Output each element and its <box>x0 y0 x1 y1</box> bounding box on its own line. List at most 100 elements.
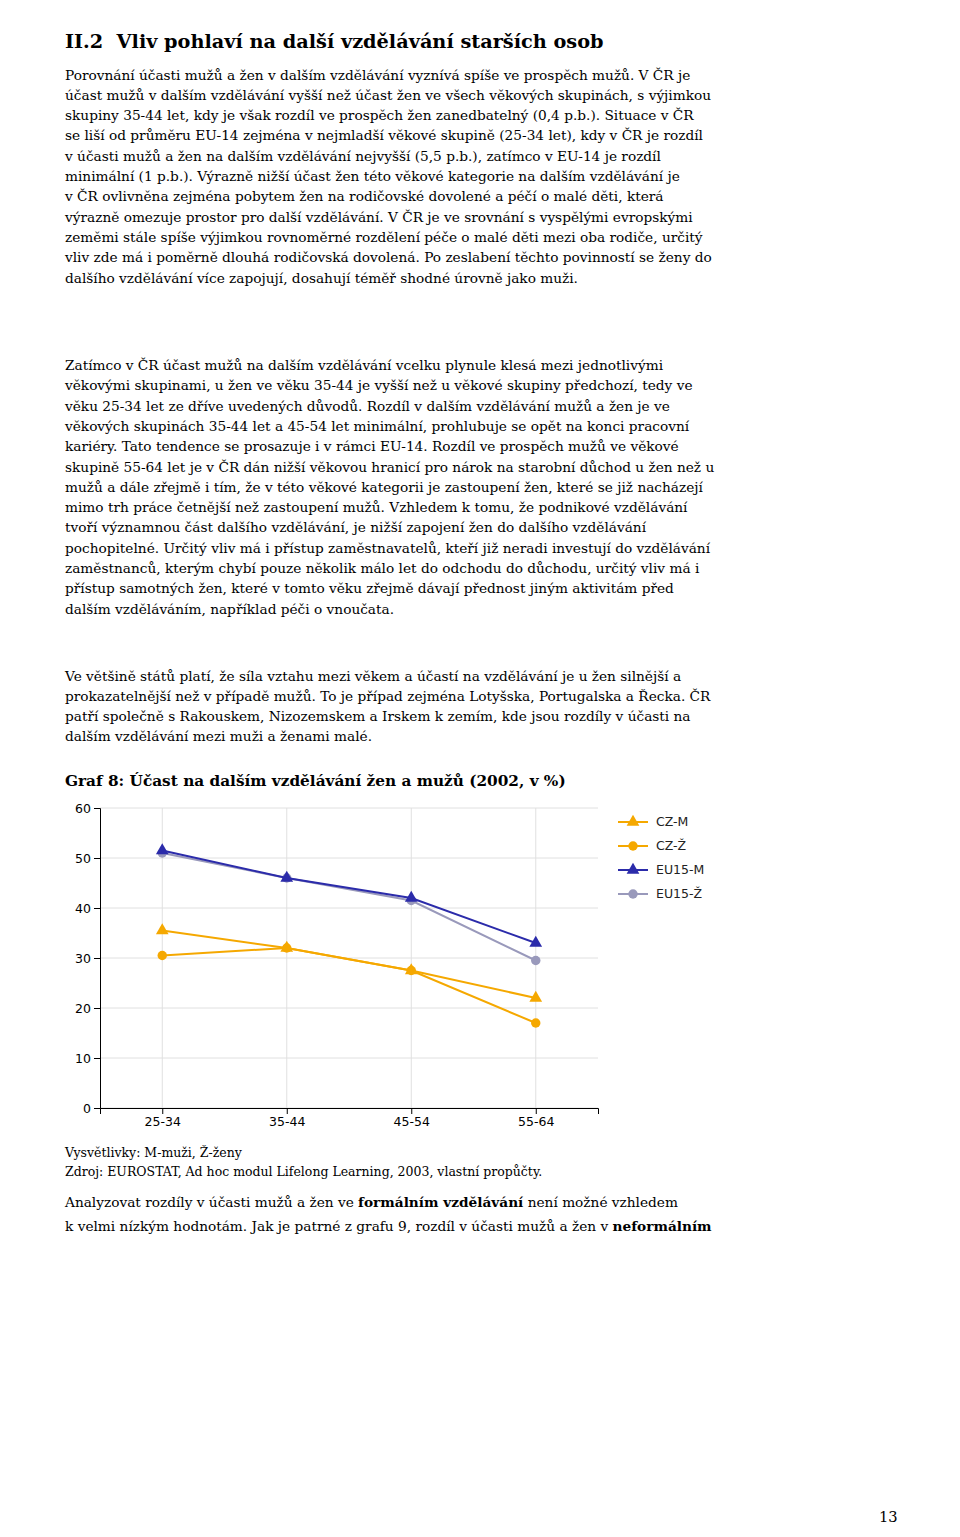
page-number: 13 <box>879 1508 898 1525</box>
legend-item: CZ-Ž <box>618 838 686 853</box>
y-axis: 0 10 20 30 40 50 60 <box>75 801 100 1116</box>
footnote: Zdroj: EUROSTAT, Ad hoc modul Lifelong L… <box>65 1164 542 1179</box>
x-tick: 25-34 <box>145 1108 181 1129</box>
paragraph-line: dalšího vzdělávání více zapojují, dosahu… <box>65 270 578 286</box>
series-line <box>162 851 536 944</box>
marker <box>158 951 167 960</box>
paragraph-line: minimální (1 p.b.). Výrazně nižší účast … <box>65 168 680 184</box>
y-tick-label: 40 <box>75 901 91 916</box>
series <box>158 848 541 965</box>
legend-label: EU15-Ž <box>656 886 702 901</box>
paragraph-line: věku 25-34 let ze dříve uvedených důvodů… <box>64 398 670 414</box>
x-tick: 45-54 <box>394 1108 430 1129</box>
series <box>156 923 542 1002</box>
marker <box>531 956 540 965</box>
paragraph-line: v ČR ovlivněna zejména pobytem žen na ro… <box>64 188 664 204</box>
grid-line <box>100 858 598 859</box>
paragraph-line: zaměstnanců, kterým chybí pouze několik … <box>65 560 700 576</box>
paragraph-line: zeměmi stále spíše výjimkou rovnoměrné r… <box>65 229 703 245</box>
y-tick: 20 <box>75 1001 100 1016</box>
text-run: k velmi nízkým hodnotám. Jak je patrné z… <box>65 1218 613 1234</box>
marker <box>405 891 418 902</box>
text-run: neformálním <box>613 1218 713 1234</box>
marks <box>156 843 542 1028</box>
paragraph-line: výrazně omezuje prostor pro další vzdělá… <box>64 209 693 225</box>
paragraph-line: patří společně s Rakouskem, Nizozemskem … <box>65 708 691 724</box>
paragraph-line: dalším vzděláváním, například péči o vno… <box>65 601 394 617</box>
legend-marker <box>627 863 640 874</box>
series-line <box>162 931 536 999</box>
paragraph-line: mužů a dále zřejmě i tím, že v této věko… <box>65 479 704 495</box>
marker <box>529 936 542 947</box>
legend-item: EU15-M <box>618 862 704 877</box>
marker <box>531 1018 540 1027</box>
legend-marker <box>627 815 640 826</box>
paragraph-line: účast mužů v dalším vzdělávání vyšší než… <box>65 87 711 103</box>
paragraph-line: skupiny 35-44 let, kdy je však rozdíl ve… <box>65 107 694 123</box>
y-tick: 0 <box>83 1101 100 1116</box>
y-tick-label: 0 <box>83 1101 91 1116</box>
marker <box>156 923 169 934</box>
x-tick-label: 55-64 <box>518 1114 554 1129</box>
axis-line <box>94 809 101 1109</box>
tick-mark <box>94 808 100 809</box>
paragraph: Ve většině států platí, že síla vztahu m… <box>64 668 711 745</box>
legend-item: EU15-Ž <box>618 886 702 901</box>
paragraph-line: věkových skupinách 35-44 let a 45-54 let… <box>64 418 690 434</box>
legend-label: EU15-M <box>656 862 704 877</box>
grid-line <box>100 808 598 809</box>
marker <box>280 941 293 952</box>
paragraph-line: se liší od průměru EU-14 zejména v nejml… <box>65 127 703 143</box>
tick-mark <box>94 958 100 959</box>
legend-marker <box>628 889 637 898</box>
y-tick: 40 <box>75 901 100 916</box>
paragraph-line: prokazatelnější než v případě mužů. To j… <box>65 688 711 704</box>
chart: 25-3435-4445-5455-640102030405060CZ-MCZ-… <box>75 801 704 1129</box>
x-tick-label: 45-54 <box>394 1114 430 1129</box>
y-tick-label: 10 <box>75 1051 91 1066</box>
paragraph-line: Porovnání účasti mužů a žen v dalším vzd… <box>65 67 690 83</box>
series <box>156 843 542 947</box>
paragraph-line: Zatímco v ČR účast mužů na dalším vzdělá… <box>65 357 664 373</box>
legend-label: CZ-Ž <box>656 838 686 853</box>
paragraph-line: Ve většině států platí, že síla vztahu m… <box>64 668 681 684</box>
legend: CZ-M CZ-Ž EU15-M EU15-Ž <box>618 814 704 901</box>
x-axis: 25-34 35-44 45-54 55-64 <box>101 1108 599 1129</box>
x-tick: 55-64 <box>518 1108 554 1129</box>
y-tick: 60 <box>75 801 100 816</box>
y-tick-label: 50 <box>75 851 91 866</box>
x-tick-label: 35-44 <box>269 1114 305 1129</box>
page: II.2 Vliv pohlaví na další vzdělávání st… <box>0 0 960 1537</box>
paragraph-line: Analyzovat rozdíly v účasti mužů a žen v… <box>64 1195 678 1211</box>
paragraph-line: věkovými skupinami, u žen ve věku 35-44 … <box>64 377 693 393</box>
marker <box>529 991 542 1002</box>
paragraph-line: k velmi nízkým hodnotám. Jak je patrné z… <box>65 1218 712 1234</box>
paragraph-line: mimo trh práce četnější než zastoupení m… <box>65 499 688 515</box>
grid-line <box>286 808 287 1108</box>
y-tick: 50 <box>75 851 100 866</box>
footnote: Vysvětlivky: M-muži, Ž-ženy <box>64 1145 243 1160</box>
y-tick: 30 <box>75 951 100 966</box>
tick-mark <box>94 1008 100 1009</box>
paragraph-line: vliv zde má i poměrně dlouhá rodičovská … <box>64 249 712 265</box>
series-line <box>162 853 536 961</box>
grid-line <box>411 808 412 1108</box>
grid-line <box>100 1058 598 1059</box>
y-tick-label: 60 <box>75 801 91 816</box>
text-run: není možné vzhledem <box>523 1195 678 1211</box>
text-run: Analyzovat rozdíly v účasti mužů a žen v… <box>64 1195 358 1211</box>
tick-mark <box>94 858 100 859</box>
paragraph-line: dalším vzdělávání mezi muži a ženami mal… <box>65 728 372 744</box>
paragraph: Zatímco v ČR účast mužů na dalším vzdělá… <box>64 357 714 617</box>
paragraph-line: přístup samotných žen, které v tomto věk… <box>65 580 674 596</box>
legend-marker <box>628 841 637 850</box>
paragraph-line: kariéry. Tato tendence se prosazuje i v … <box>65 438 679 454</box>
chart-title: Graf 8: Účast na dalším vzdělávání žen a… <box>65 772 566 790</box>
legend-item: CZ-M <box>618 814 688 829</box>
paragraph: Porovnání účasti mužů a žen v dalším vzd… <box>64 67 712 286</box>
legend-label: CZ-M <box>656 814 688 829</box>
tick-mark <box>94 1108 100 1109</box>
tick-mark <box>94 1058 100 1059</box>
marker <box>405 963 418 974</box>
marker <box>156 843 169 854</box>
